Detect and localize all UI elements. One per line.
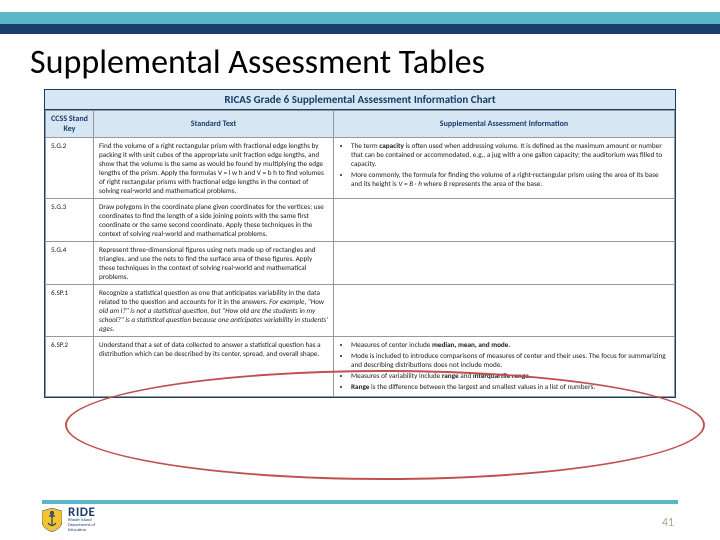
- table-row: 5.G.3Draw polygons in the coordinate pla…: [46, 199, 675, 242]
- col-header-supplemental: Supplemental Assessment Information: [334, 111, 675, 138]
- cell-standard: Find the volume of a right rectangular p…: [94, 138, 334, 199]
- cell-standard: Represent three-dimensional figures usin…: [94, 242, 334, 285]
- cell-key: 5.G.4: [46, 242, 94, 285]
- cell-supplemental: [334, 285, 675, 337]
- col-header-standard: Standard Text: [94, 111, 334, 138]
- navy-bar: [0, 24, 720, 34]
- table-row: 5.G.2Find the volume of a right rectangu…: [46, 138, 675, 199]
- logo-subtext-3: Education: [68, 529, 95, 534]
- cell-standard: Draw polygons in the coordinate plane gi…: [94, 199, 334, 242]
- footer-divider: [42, 500, 678, 504]
- assessment-table-container: RICAS Grade 6 Supplemental Assessment In…: [44, 89, 676, 398]
- anchor-shield-icon: [42, 508, 62, 532]
- cell-key: 5.G.3: [46, 199, 94, 242]
- page-title: Supplemental Assessment Tables: [0, 34, 720, 89]
- cell-key: 5.G.2: [46, 138, 94, 199]
- table-caption: RICAS Grade 6 Supplemental Assessment In…: [45, 90, 675, 110]
- teal-bar: [0, 12, 720, 24]
- col-header-key: CCSS Stand Key: [46, 111, 94, 138]
- cell-key: 6.SP.2: [46, 337, 94, 397]
- cell-standard: Recognize a statistical question as one …: [94, 285, 334, 337]
- supplemental-bullet: More commonly, the formula for finding t…: [351, 170, 669, 188]
- cell-supplemental: [334, 242, 675, 285]
- supplemental-bullet: Mode is included to introduce comparison…: [351, 351, 669, 369]
- cell-supplemental: Measures of center include median, mean,…: [334, 337, 675, 397]
- table-row: 6.SP.1Recognize a statistical question a…: [46, 285, 675, 337]
- cell-standard: Understand that a set of data collected …: [94, 337, 334, 397]
- top-spacer: [0, 0, 720, 12]
- table-row: 5.G.4Represent three-dimensional figures…: [46, 242, 675, 285]
- supplemental-bullet: Measures of variability include range an…: [351, 371, 669, 380]
- cell-key: 6.SP.1: [46, 285, 94, 337]
- supplemental-bullet: Range is the difference between the larg…: [351, 382, 669, 391]
- ride-logo: RIDE Rhode Island Department of Educatio…: [42, 506, 95, 534]
- slide-footer: RIDE Rhode Island Department of Educatio…: [0, 500, 720, 540]
- supplemental-bullet: The term capacity is often used when add…: [351, 141, 669, 168]
- page-number: 41: [662, 516, 674, 530]
- cell-supplemental: [334, 199, 675, 242]
- table-row: 6.SP.2Understand that a set of data coll…: [46, 337, 675, 397]
- cell-supplemental: The term capacity is often used when add…: [334, 138, 675, 199]
- assessment-table: CCSS Stand Key Standard Text Supplementa…: [45, 110, 675, 397]
- supplemental-bullet: Measures of center include median, mean,…: [351, 340, 669, 349]
